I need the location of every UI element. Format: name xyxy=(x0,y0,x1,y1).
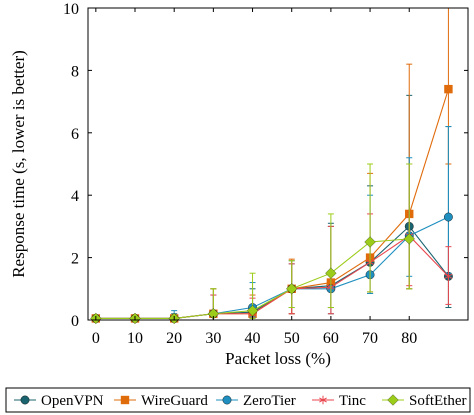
x-tick-label: 0 xyxy=(92,330,100,347)
error-bar-softether xyxy=(327,213,334,309)
plot-area: 0 10 20 30 40 50 60 70 80 0 2 4 6 8 10 xyxy=(63,1,469,347)
legend-label: OpenVPN xyxy=(41,393,104,409)
y-tick-label: 0 xyxy=(71,313,79,330)
series-wireguard xyxy=(91,7,453,323)
legend-marker xyxy=(387,394,399,406)
y-tick-label: 4 xyxy=(71,188,79,205)
star-stroke xyxy=(444,273,453,279)
legend-label: WireGuard xyxy=(141,393,208,409)
ticks-layer: 0 10 20 30 40 50 60 70 80 0 2 4 6 8 10 xyxy=(63,1,468,347)
data-point-zerotier xyxy=(444,212,453,222)
series-line-tinc xyxy=(95,235,449,319)
legend-item-openvpn: OpenVPN xyxy=(14,393,104,409)
legend-marker xyxy=(120,395,130,405)
data-point-softether xyxy=(325,267,337,279)
star-stroke xyxy=(319,397,327,403)
x-axis-label: Packet loss (%) xyxy=(225,349,331,368)
series-tinc xyxy=(91,163,453,323)
x-tick-label: 20 xyxy=(166,330,182,347)
series-softether xyxy=(90,163,415,325)
error-bar-softether xyxy=(406,163,413,290)
x-tick-label: 40 xyxy=(245,330,261,347)
y-axis-label: Response time (s, lower is better) xyxy=(9,50,28,278)
legend-marker xyxy=(319,395,327,405)
legend-marker xyxy=(20,395,30,405)
series-layer xyxy=(90,7,453,325)
data-point-softether xyxy=(364,236,376,248)
data-point-softether xyxy=(286,283,298,295)
data-point-wireguard xyxy=(444,84,453,94)
x-tick-label: 60 xyxy=(323,330,339,347)
y-tick-label: 2 xyxy=(71,251,79,268)
legend-items: OpenVPN WireGuard ZeroTier Tinc SoftEther xyxy=(14,393,467,409)
legend-label: ZeroTier xyxy=(243,393,296,409)
x-tick-label: 30 xyxy=(205,330,221,347)
legend-label: Tinc xyxy=(339,393,366,409)
x-tick-label: 50 xyxy=(284,330,300,347)
x-tick-label: 80 xyxy=(401,330,417,347)
legend-item-wireguard: WireGuard xyxy=(114,393,208,409)
axes-frame xyxy=(87,7,469,321)
legend-item-tinc: Tinc xyxy=(312,393,366,409)
legend-marker xyxy=(222,395,232,405)
y-tick-label: 10 xyxy=(63,1,79,18)
x-tick-label: 10 xyxy=(127,330,143,347)
series-line-wireguard xyxy=(95,88,449,319)
y-tick-label: 6 xyxy=(71,126,79,143)
x-tick-label: 70 xyxy=(362,330,378,347)
legend-item-zerotier: ZeroTier xyxy=(216,393,296,409)
series-openvpn xyxy=(91,94,453,323)
series-zerotier xyxy=(91,126,453,323)
series-line-zerotier xyxy=(95,216,449,319)
legend-item-softether: SoftEther xyxy=(382,393,467,409)
y-tick-label: 8 xyxy=(71,63,79,80)
error-bar-softether xyxy=(367,163,374,293)
data-point-softether xyxy=(403,233,415,245)
data-point-tinc xyxy=(444,272,453,281)
legend: OpenVPN WireGuard ZeroTier Tinc SoftEther xyxy=(5,387,471,413)
legend-label: SoftEther xyxy=(409,393,467,409)
